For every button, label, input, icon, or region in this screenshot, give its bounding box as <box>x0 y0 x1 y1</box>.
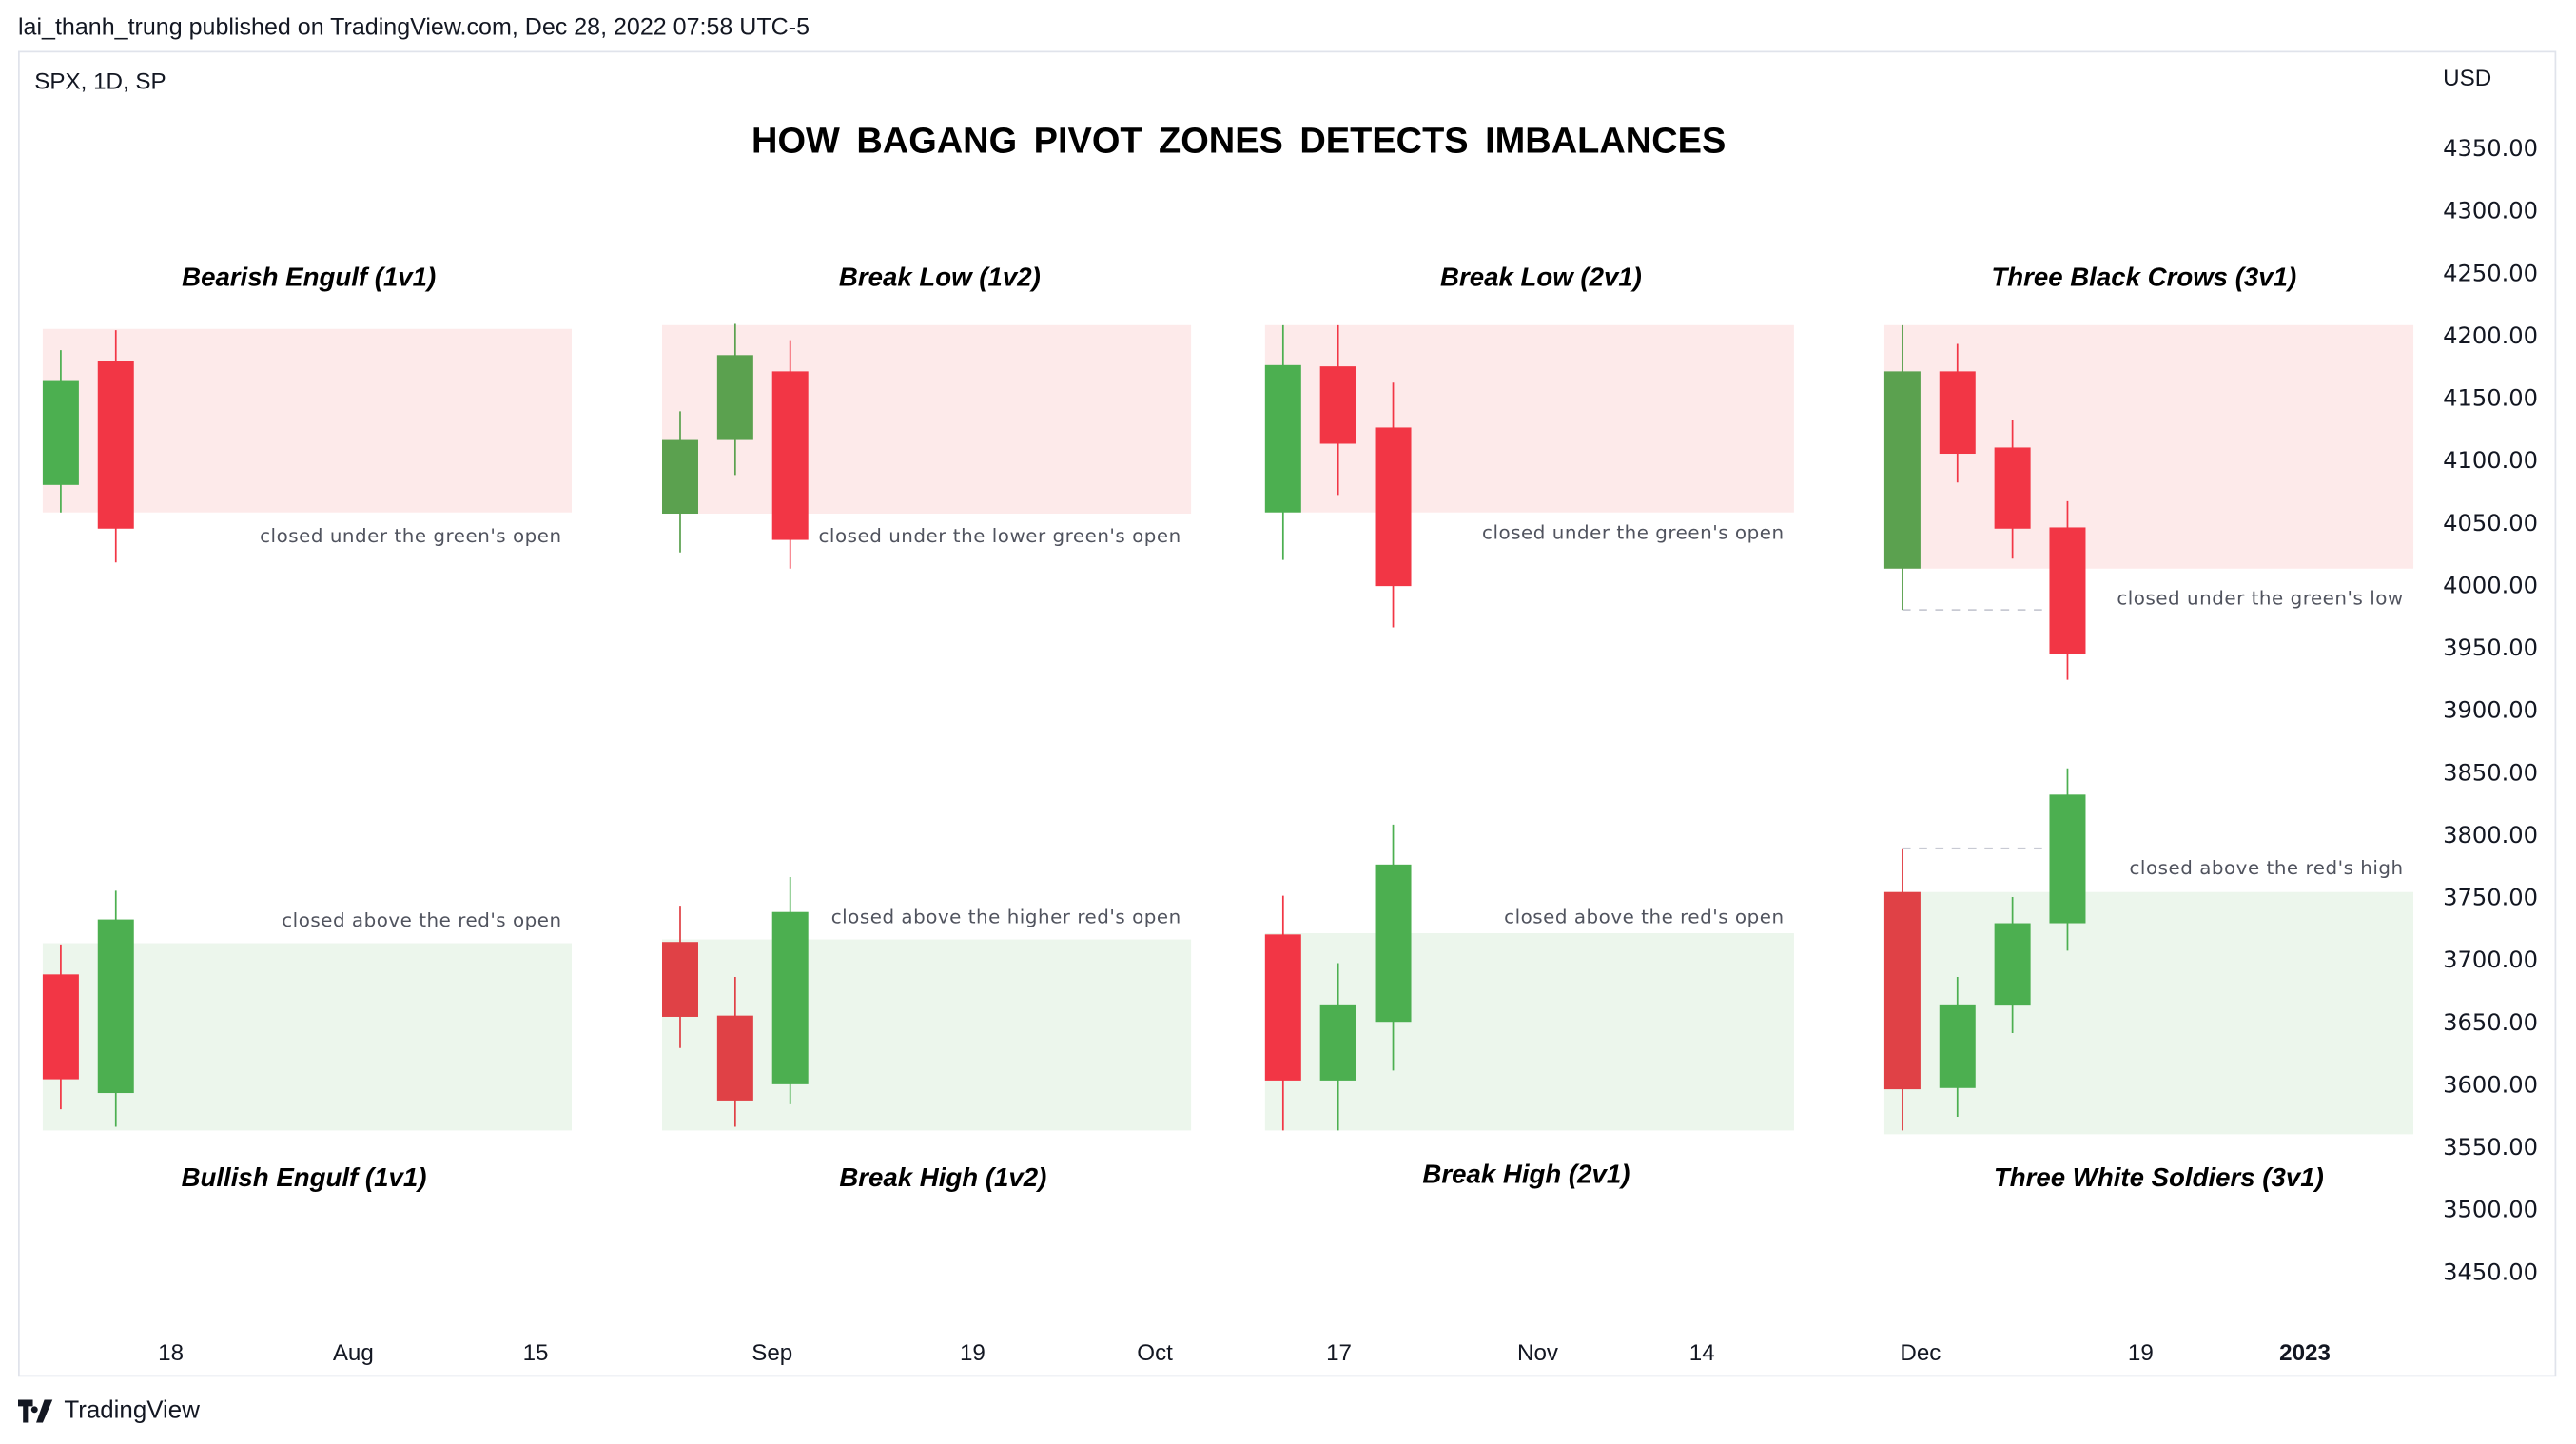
currency-label[interactable]: USD <box>2443 64 2492 90</box>
bearish-candle <box>661 942 698 1017</box>
tradingview-logo-icon <box>17 1398 53 1422</box>
price-tick: 4300.00 <box>2443 198 2538 224</box>
time-tick: 15 <box>523 1340 549 1366</box>
symbol-legend[interactable]: SPX, 1D, SP <box>34 67 166 94</box>
pattern-label: Bullish Engulf (1v1) <box>182 1162 427 1192</box>
bullish-candle <box>1264 364 1301 513</box>
pattern-label: Break High (2v1) <box>1422 1159 1630 1188</box>
pattern-note: closed under the lower green's open <box>819 525 1181 547</box>
bullish-candle <box>1939 1004 1976 1088</box>
price-tick: 3550.00 <box>2443 1134 2538 1161</box>
time-tick: Aug <box>333 1340 374 1366</box>
price-tick: 3950.00 <box>2443 634 2538 661</box>
price-tick: 3850.00 <box>2443 759 2538 786</box>
pattern-note: closed above the red's high <box>2130 857 2404 879</box>
price-tick: 4050.00 <box>2443 510 2538 537</box>
time-tick: 18 <box>158 1340 184 1366</box>
price-tick: 4200.00 <box>2443 322 2538 349</box>
price-tick: 3800.00 <box>2443 822 2538 849</box>
time-tick: Nov <box>1517 1340 1558 1366</box>
bearish-candle <box>97 361 134 529</box>
pattern-label: Three Black Crows (3v1) <box>1991 263 2296 292</box>
bullish-candle <box>2049 794 2086 924</box>
bearish-candle <box>42 974 79 1080</box>
time-tick: 17 <box>1326 1340 1352 1366</box>
bearish-candle <box>1939 371 1976 455</box>
bullish-candle <box>1319 1004 1356 1081</box>
pattern-note: closed under the green's open <box>260 525 562 547</box>
pattern-label: Break Low (2v1) <box>1440 263 1642 292</box>
bullish-candle <box>1994 923 2031 1006</box>
price-tick: 3600.00 <box>2443 1071 2538 1098</box>
price-tick: 3700.00 <box>2443 946 2538 973</box>
price-tick: 3900.00 <box>2443 697 2538 724</box>
time-tick: Dec <box>1900 1340 1941 1366</box>
time-tick: 19 <box>960 1340 986 1366</box>
bullish-candle <box>661 439 698 515</box>
chart-frame <box>17 50 2557 1377</box>
bearish-candle <box>771 371 809 540</box>
pattern-note: closed above the red's open <box>1504 907 1784 928</box>
price-tick: 3500.00 <box>2443 1197 2538 1223</box>
bearish-candle <box>2049 527 2086 654</box>
price-tick: 4350.00 <box>2443 135 2538 162</box>
time-tick: Sep <box>751 1340 792 1366</box>
bearish-candle <box>1375 427 1412 587</box>
price-tick: 4000.00 <box>2443 572 2538 598</box>
bullish-candle <box>771 911 809 1084</box>
bearish-candle <box>1994 447 2031 529</box>
bullish-candle <box>97 919 134 1094</box>
bearish-candle <box>716 1015 753 1101</box>
bearish-candle <box>1319 366 1356 444</box>
time-tick: 19 <box>2128 1340 2154 1366</box>
bullish-candle <box>42 380 79 485</box>
pattern-note: closed under the green's low <box>2117 588 2403 610</box>
brand-name: TradingView <box>64 1395 200 1425</box>
pattern-label: Three White Soldiers (3v1) <box>1994 1162 2324 1192</box>
price-tick: 3450.00 <box>2443 1259 2538 1285</box>
pattern-label: Bearish Engulf (1v1) <box>182 263 436 292</box>
bullish-candle <box>1375 864 1412 1023</box>
price-tick: 3750.00 <box>2443 885 2538 911</box>
pattern-note: closed under the green's open <box>1482 521 1785 543</box>
publish-info: lai_thanh_trung published on TradingView… <box>17 14 810 42</box>
pattern-note: closed above the higher red's open <box>831 907 1181 928</box>
pattern-label: Break High (1v2) <box>839 1162 1046 1192</box>
pattern-label: Break Low (1v2) <box>839 263 1041 292</box>
pattern-note: closed above the red's open <box>282 909 561 931</box>
time-tick: 14 <box>1689 1340 1715 1366</box>
bearish-candle <box>1883 891 1921 1090</box>
tradingview-brand[interactable]: TradingView <box>17 1395 200 1425</box>
bearish-candle <box>1264 934 1301 1081</box>
bullish-candle <box>716 355 753 440</box>
price-tick: 4250.00 <box>2443 260 2538 286</box>
price-tick: 4150.00 <box>2443 385 2538 412</box>
bullish-candle <box>1883 371 1921 569</box>
chart-title: HOW BAGANG PIVOT ZONES DETECTS IMBALANCE… <box>751 122 1726 162</box>
price-tick: 4100.00 <box>2443 447 2538 474</box>
price-tick: 3650.00 <box>2443 1009 2538 1036</box>
time-tick: Oct <box>1137 1340 1173 1366</box>
time-tick: 2023 <box>2279 1340 2331 1366</box>
